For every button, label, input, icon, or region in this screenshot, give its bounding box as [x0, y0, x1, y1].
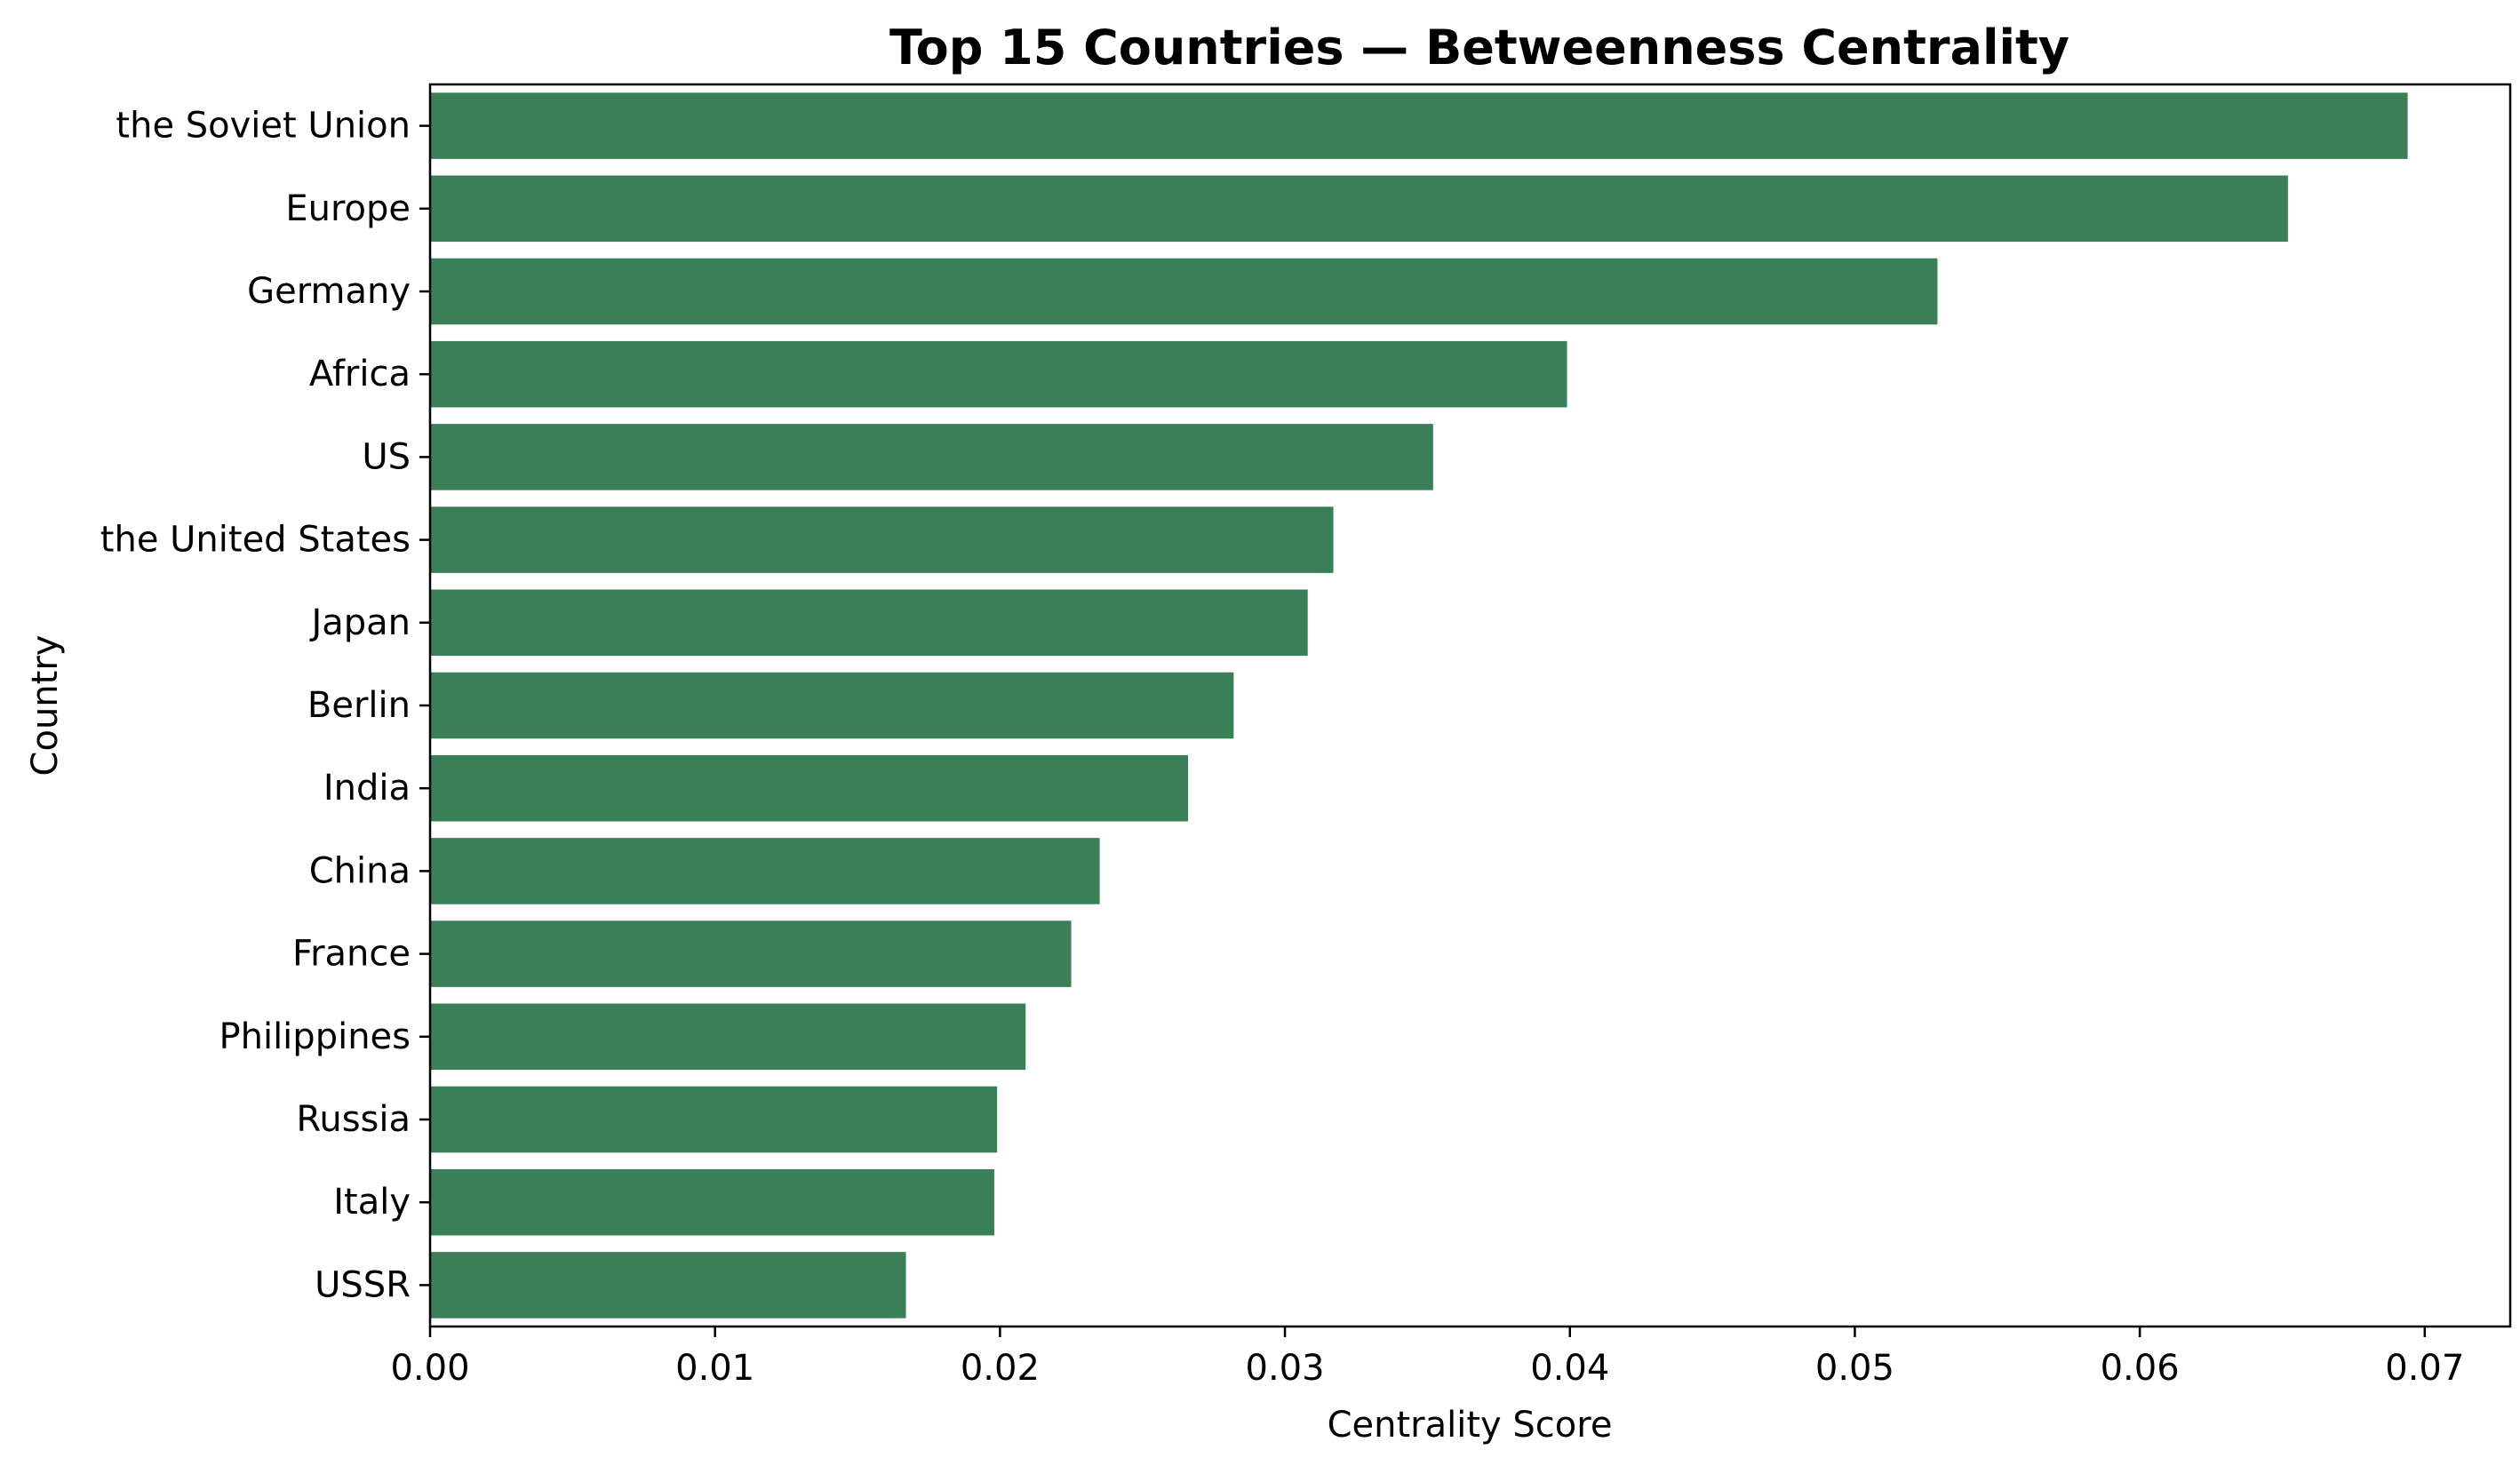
- y-tick-label: Berlin: [307, 685, 411, 726]
- x-tick-label: 0.02: [961, 1348, 1040, 1389]
- bar-europe: [430, 175, 2288, 243]
- x-axis-ticks: 0.00 0.01 0.02 0.03 0.04 0.05 0.06 0.07: [390, 1327, 2464, 1389]
- y-tick-label: Japan: [308, 602, 411, 643]
- bar-italy: [430, 1168, 994, 1236]
- y-axis-ticks: the Soviet Union Europe Germany Africa US the…: [100, 106, 430, 1305]
- plot-frame: [428, 83, 2512, 1328]
- y-tick-label: Philippines: [219, 1016, 411, 1057]
- y-tick-label: Africa: [309, 354, 411, 394]
- bar-germany: [430, 258, 1938, 325]
- y-tick-label: US: [362, 436, 411, 477]
- x-tick-label: 0.06: [2101, 1348, 2180, 1389]
- bars-layer: [430, 92, 2408, 1319]
- bar-the-united-states: [430, 506, 1334, 573]
- y-tick-label: the Soviet Union: [116, 106, 411, 147]
- y-tick-label: the United States: [100, 520, 411, 561]
- y-axis-label: Country: [25, 635, 66, 777]
- x-tick-label: 0.00: [390, 1348, 469, 1389]
- y-tick-label: France: [292, 934, 411, 975]
- x-tick-label: 0.01: [675, 1348, 754, 1389]
- x-tick-label: 0.07: [2385, 1348, 2464, 1389]
- bar-india: [430, 754, 1189, 822]
- y-tick-label: USSR: [315, 1264, 411, 1305]
- y-tick-label: Germany: [247, 271, 411, 312]
- y-tick-label: China: [309, 850, 411, 891]
- x-tick-label: 0.04: [1530, 1348, 1609, 1389]
- bar-japan: [430, 589, 1308, 657]
- bar-china: [430, 838, 1100, 904]
- x-axis-label: Centrality Score: [1328, 1405, 1613, 1446]
- bar-russia: [430, 1086, 998, 1153]
- bar-berlin: [430, 672, 1234, 739]
- chart-title: Top 15 Countries — Betweenness Centralit…: [889, 20, 2069, 76]
- bar-the-soviet-union: [430, 92, 2408, 159]
- bar-ussr: [430, 1252, 906, 1319]
- y-tick-label: Russia: [296, 1099, 411, 1140]
- bar-philippines: [430, 1003, 1026, 1071]
- x-tick-label: 0.05: [1815, 1348, 1894, 1389]
- y-tick-label: Europe: [285, 188, 411, 229]
- bar-us: [430, 424, 1433, 490]
- y-tick-label: India: [323, 768, 411, 809]
- bar-africa: [430, 340, 1567, 408]
- y-tick-label: Italy: [333, 1182, 411, 1223]
- bar-france: [430, 920, 1072, 987]
- x-tick-label: 0.03: [1246, 1348, 1325, 1389]
